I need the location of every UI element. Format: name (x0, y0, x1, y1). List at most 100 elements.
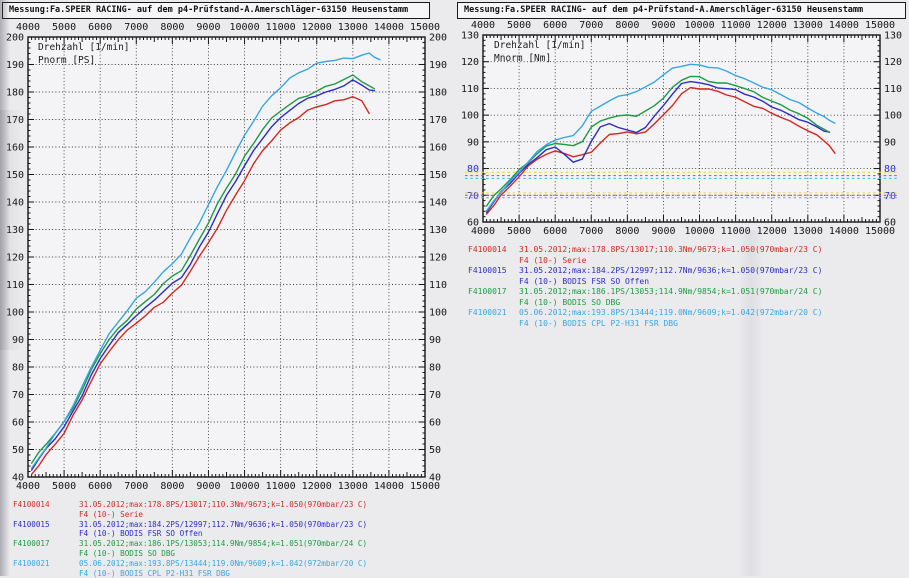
curve-F4100014 (485, 86, 836, 215)
y-tick-label: 80 (467, 164, 479, 175)
legend-series-id: F4100014 (13, 500, 50, 509)
curve-F4100021 (30, 52, 381, 469)
y-tick-label: 120 (6, 253, 24, 264)
x-tick-label: 15000 (410, 481, 440, 492)
x-tick-label: 9000 (651, 226, 675, 237)
x-tick-label: 6000 (88, 22, 112, 33)
legend-series-id: F4100014 (468, 245, 507, 254)
y-tick-label: 90 (12, 335, 24, 346)
legend-series-info: 31.05.2012;max:186.1PS/13053;114.9Nm/985… (79, 539, 368, 549)
y-tick-label: 170 (6, 115, 24, 126)
legend-series-id: F4100015 (13, 519, 50, 529)
gridlines (484, 36, 879, 221)
x-tick-label: 8000 (160, 481, 184, 492)
x-tick-label: 15000 (865, 226, 895, 237)
x-tick-label: 5000 (52, 481, 76, 492)
inplot-labels: Drehzahl [1/min] Pnorm [PS] (38, 42, 130, 66)
x-tick-label: 13000 (793, 226, 823, 237)
x-tick-label: 11000 (266, 481, 296, 492)
x-tick-label: 7000 (124, 481, 148, 492)
y-tick-label: 80 (429, 363, 441, 374)
legend-series-info: 31.05.2012;max:186.1PS/13053;114.9Nm/985… (519, 287, 823, 296)
y-tick-label: 130 (884, 31, 902, 42)
x-tick-label: 5000 (507, 226, 531, 237)
y-tick-label: 80 (884, 164, 896, 175)
x-tick-label: 9000 (196, 481, 220, 492)
legend-series-info: 31.05.2012;max:184.2PS/12997;112.7Nm/963… (79, 519, 368, 529)
x-tick-label: 6000 (88, 481, 112, 492)
x-axis-name: Drehzahl [1/min] (494, 40, 586, 51)
x-tick-label: 8000 (615, 226, 639, 237)
x-tick-label: 13000 (338, 22, 368, 33)
x-tick-label: 5000 (52, 22, 76, 33)
y-tick-label: 50 (429, 445, 441, 456)
legend-series-info: 05.06.2012;max:193.8PS/13444;119.0Nm/960… (519, 308, 823, 317)
y-tick-label: 90 (884, 137, 896, 148)
axis-ticks (27, 36, 426, 478)
x-tick-label: 5000 (507, 20, 531, 31)
y-tick-label: 40 (12, 473, 24, 484)
legend-series-name: F4 (10-) BODIS CPL P2-H31 FSR DBG (519, 318, 678, 328)
plot-frame (27, 36, 426, 478)
inplot-labels: Drehzahl [1/min] Mnorm [Nm] (494, 40, 586, 64)
curve-F4100015 (30, 79, 376, 471)
x-tick-label: 6000 (543, 226, 567, 237)
legend-series-name: F4 (10-) BODIS FSR SO Offen (519, 276, 650, 286)
y-tick-label: 190 (6, 60, 24, 71)
legend-series-id: F4100021 (468, 308, 507, 317)
y-tick-label: 100 (884, 111, 902, 122)
x-tick-label: 14000 (829, 20, 859, 31)
y-tick-label: 200 (6, 33, 24, 44)
x-tick-label: 15000 (865, 20, 895, 31)
x-tick-label: 12000 (302, 481, 332, 492)
legend-series-name: F4 (10-) BODIS CPL P2-H31 FSR DBG (79, 568, 230, 578)
x-tick-label: 6000 (543, 20, 567, 31)
x-tick-label: 14000 (374, 481, 404, 492)
x-tick-labels: 4000 4000 5000 5000 6000 6000 7000 7000 8000 8000… (16, 22, 440, 492)
y-tick-label: 140 (429, 198, 447, 209)
legend-series-name: F4 (10-) Serie (519, 255, 587, 265)
x-tick-label: 11000 (266, 22, 296, 33)
x-tick-labels: 4000 4000 5000 5000 6000 6000 7000 7000 8000 8000… (471, 20, 895, 237)
x-tick-label: 11000 (721, 20, 751, 31)
y-tick-label: 160 (429, 143, 447, 154)
y-tick-label: 180 (429, 88, 447, 99)
x-tick-label: 10000 (684, 20, 714, 31)
x-tick-label: 7000 (579, 226, 603, 237)
x-tick-label: 10000 (684, 226, 714, 237)
y-tick-label: 150 (429, 170, 447, 181)
x-tick-label: 4000 (471, 20, 495, 31)
curve-F4100021 (485, 63, 836, 212)
y-tick-label: 40 (429, 473, 441, 484)
x-tick-label: 8000 (160, 22, 184, 33)
y-tick-labels: 60 60 70 70 80 80 90 90 100 100 110 110 120 120 130 130 (461, 31, 902, 229)
x-tick-label: 12000 (757, 226, 787, 237)
curve-F4100017 (30, 74, 376, 464)
x-tick-label: 9000 (196, 22, 220, 33)
x-tick-label: 11000 (721, 226, 751, 237)
x-tick-label: 4000 (16, 22, 40, 33)
y-tick-labels: 40 40 50 50 60 60 70 70 80 80 90 90 100 100 110 110 120 1… (6, 33, 447, 484)
y-tick-label: 60 (467, 218, 479, 229)
legend-series-id: F4100015 (468, 266, 507, 275)
legend-series-info: 05.06.2012;max:193.8PS/13444;119.0Nm/960… (79, 558, 368, 568)
curve-F4100015 (485, 80, 831, 214)
y-tick-label: 70 (12, 390, 24, 401)
y-axis-name: Mnorm [Nm] (494, 53, 551, 64)
legend-series-info: 31.05.2012;max:178.8PS/13017;110.3Nm/967… (519, 245, 823, 254)
measurement-title-left: Messung:Fa.SPEER RACING- auf dem p4-Prüf… (2, 2, 430, 19)
x-tick-label: 10000 (229, 22, 259, 33)
y-tick-label: 60 (429, 418, 441, 429)
y-tick-label: 120 (461, 57, 479, 68)
y-tick-label: 150 (6, 170, 24, 181)
legend-series-name: F4 (10-) BODIS FSR SO Offen (79, 529, 203, 539)
y-tick-label: 60 (12, 418, 24, 429)
x-tick-label: 7000 (579, 20, 603, 31)
legend-series-id: F4100021 (13, 558, 50, 568)
legend-series-id: F4100017 (468, 287, 507, 296)
y-tick-label: 110 (461, 84, 479, 95)
y-tick-label: 110 (429, 280, 447, 291)
chart-power: 4000 4000 5000 5000 6000 6000 7000 7000 8000 8000… (6, 22, 447, 492)
